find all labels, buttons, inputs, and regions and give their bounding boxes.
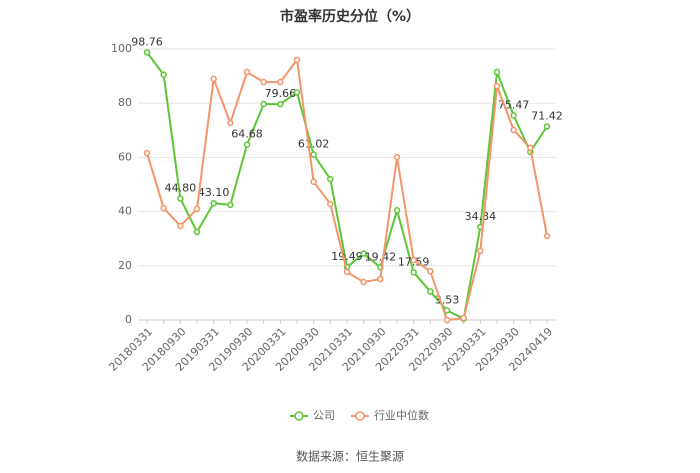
point	[193, 228, 201, 236]
y-tick-label: 80	[118, 96, 132, 109]
point	[260, 78, 267, 86]
point	[227, 201, 234, 209]
point	[227, 119, 234, 127]
point	[410, 256, 417, 264]
point	[543, 232, 551, 240]
point	[543, 123, 551, 130]
point	[177, 195, 184, 202]
legend-marker	[294, 411, 304, 421]
point	[310, 151, 317, 158]
point	[327, 200, 334, 208]
legend-label: 行业中位数	[374, 408, 429, 422]
chart-title: 市盈率历史分位（%）	[280, 8, 420, 25]
point	[427, 267, 434, 275]
point	[277, 78, 284, 86]
legend-label: 公司	[313, 409, 335, 422]
data-label: 19.49	[331, 250, 363, 263]
point	[343, 268, 351, 276]
point	[210, 199, 217, 207]
point	[210, 75, 217, 83]
data-label: 34.34	[465, 210, 497, 223]
data-label: 79.66	[265, 87, 297, 100]
point	[160, 204, 167, 212]
point	[293, 89, 301, 96]
legend-marker	[355, 411, 365, 421]
point	[443, 316, 451, 324]
point	[243, 68, 251, 76]
point	[427, 288, 434, 295]
point	[493, 82, 501, 90]
point	[393, 206, 401, 214]
point	[493, 68, 501, 76]
point	[277, 100, 284, 108]
point	[477, 247, 484, 255]
point	[243, 141, 251, 148]
point	[327, 175, 334, 183]
point	[393, 153, 401, 161]
point	[193, 205, 201, 213]
point	[177, 222, 184, 230]
point	[527, 144, 534, 152]
data-label: 98.76	[131, 35, 163, 48]
point	[377, 275, 384, 283]
data-label: 19.42	[365, 250, 397, 263]
point	[293, 56, 301, 64]
point	[410, 269, 417, 276]
data-label: 44.80	[165, 182, 197, 195]
point	[143, 149, 151, 157]
point	[510, 126, 517, 134]
y-tick-label: 0	[125, 313, 132, 326]
data-label: 64.68	[231, 128, 263, 141]
point	[510, 112, 517, 119]
y-tick-label: 20	[118, 259, 132, 272]
y-tick-label: 100	[111, 42, 132, 55]
source: 数据来源：恒生聚源	[296, 449, 404, 464]
data-label: 61.02	[298, 138, 330, 151]
y-tick-label: 40	[118, 205, 132, 218]
point	[143, 49, 151, 56]
point	[310, 178, 317, 186]
point	[460, 314, 467, 322]
y-tick-label: 60	[118, 150, 132, 163]
point	[360, 278, 367, 286]
point	[160, 71, 167, 78]
point	[260, 100, 267, 108]
data-label: 71.42	[531, 109, 563, 122]
legend: 公司 行业中位数	[290, 408, 429, 422]
data-label: 43.10	[198, 186, 230, 199]
point	[360, 250, 367, 257]
